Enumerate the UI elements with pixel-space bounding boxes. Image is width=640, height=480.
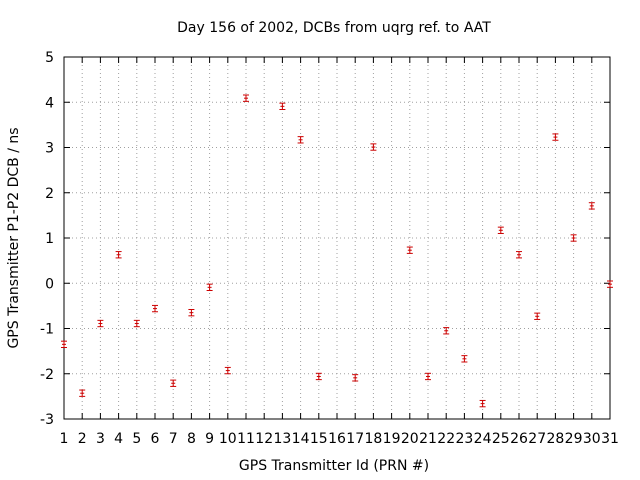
y-tick-label: 1	[45, 231, 54, 247]
x-tick-label: 28	[546, 431, 564, 447]
data-point	[188, 308, 195, 317]
data-point	[243, 94, 249, 102]
x-tick-label: 17	[346, 431, 364, 447]
axis-ticks	[63, 56, 611, 420]
data-point	[588, 202, 595, 210]
x-tick-label: 11	[237, 431, 255, 447]
data-point	[352, 374, 359, 382]
x-tick-label: 9	[205, 431, 214, 447]
data-point	[61, 340, 67, 349]
chart-title: Day 156 of 2002, DCBs from uqrg ref. to …	[177, 20, 491, 36]
x-tick-label: 20	[401, 431, 419, 447]
x-tick-label: 24	[474, 431, 492, 447]
data-point	[552, 133, 559, 141]
x-tick-label: 10	[219, 431, 237, 447]
x-tick-label: 18	[364, 431, 382, 447]
data-point	[607, 280, 613, 288]
data-point	[479, 399, 486, 408]
y-tick-label: 2	[45, 186, 54, 202]
y-tick-labels: -3 -2 -1 0 1 2 3 4 5	[40, 50, 54, 428]
x-tick-label: 12	[255, 431, 273, 447]
y-tick-label: -3	[40, 412, 54, 428]
data-point	[315, 372, 322, 381]
data-point	[425, 372, 431, 381]
x-tick-label: 3	[96, 431, 105, 447]
data-point	[497, 226, 504, 234]
x-tick-label: 21	[419, 431, 437, 447]
data-point	[297, 136, 304, 144]
y-tick-label: 5	[45, 50, 54, 66]
x-tick-label: 31	[601, 431, 619, 447]
data-point	[97, 319, 104, 328]
data-point	[206, 283, 213, 291]
x-tick-label: 4	[114, 431, 123, 447]
y-axis-title: GPS Transmitter P1-P2 DCB / ns	[6, 127, 22, 348]
x-tick-label: 6	[151, 431, 160, 447]
data-point	[152, 304, 158, 313]
x-tick-label: 14	[292, 431, 310, 447]
data-point	[79, 389, 86, 397]
x-tick-label: 25	[492, 431, 510, 447]
x-tick-label: 23	[455, 431, 473, 447]
x-tick-label: 15	[310, 431, 328, 447]
x-tick-label: 8	[187, 431, 196, 447]
data-point	[133, 319, 140, 328]
x-tick-label: 1	[60, 431, 69, 447]
x-tick-labels: 1 2 3 4 5 6 7 8 9 10 11 12 13 14 15 16 17 18 19 20 21 22 23 24 2…	[60, 431, 619, 447]
x-tick-label: 30	[583, 431, 601, 447]
x-axis-title: GPS Transmitter Id (PRN #)	[239, 458, 429, 474]
x-tick-label: 2	[78, 431, 87, 447]
data-point	[224, 366, 231, 375]
data-point	[534, 312, 541, 320]
data-point	[370, 143, 377, 151]
x-tick-label: 13	[273, 431, 291, 447]
grid	[64, 57, 610, 419]
data-point	[443, 327, 450, 335]
x-tick-label: 26	[510, 431, 528, 447]
data-point	[516, 251, 522, 259]
data-point	[570, 234, 577, 242]
data-points	[61, 94, 613, 408]
data-point	[170, 379, 177, 387]
x-tick-label: 22	[437, 431, 455, 447]
y-tick-label: -2	[40, 367, 54, 383]
x-tick-label: 29	[565, 431, 583, 447]
y-tick-label: 0	[45, 276, 54, 292]
data-point	[115, 251, 122, 259]
x-tick-label: 27	[528, 431, 546, 447]
data-point	[461, 355, 468, 363]
data-point	[279, 102, 286, 110]
x-tick-label: 5	[132, 431, 141, 447]
y-tick-label: 3	[45, 141, 54, 157]
y-tick-label: -1	[40, 322, 54, 338]
y-tick-label: 4	[45, 95, 54, 111]
x-tick-label: 7	[169, 431, 178, 447]
x-tick-label: 16	[328, 431, 346, 447]
data-point	[406, 246, 413, 254]
x-tick-label: 19	[383, 431, 401, 447]
